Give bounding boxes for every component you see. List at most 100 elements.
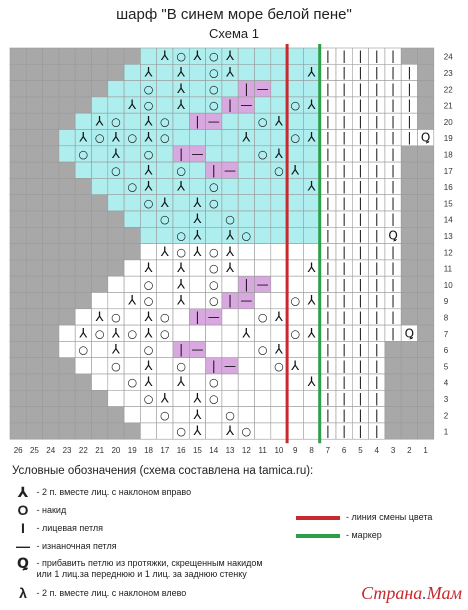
- chart-symbol: |: [326, 131, 330, 145]
- chart-symbol: ○: [258, 311, 268, 324]
- chart-cell: [172, 324, 190, 342]
- chart-cell: [9, 47, 27, 65]
- chart-cell: [123, 145, 141, 163]
- chart-cell: [417, 80, 435, 98]
- chart-cell: [286, 194, 304, 212]
- chart-symbol: |: [358, 196, 362, 210]
- chart-cell: [58, 227, 76, 244]
- chart-symbol: |: [326, 228, 330, 242]
- chart-cell: [42, 308, 60, 326]
- chart-cell: [303, 161, 320, 179]
- chart-symbol: ○: [209, 262, 219, 275]
- chart-cell: [237, 341, 255, 358]
- chart-symbol: |: [358, 163, 362, 177]
- chart-symbol: |: [342, 326, 346, 340]
- chart-symbol: ⅄: [78, 326, 87, 341]
- chart-cell: [384, 341, 402, 358]
- chart-symbol: |: [179, 147, 183, 161]
- legend-item-k2tog-right: ⅄ - 2 п. вместе лиц. с наклоном вправо: [12, 485, 191, 499]
- chart-cell: [303, 389, 320, 407]
- chart-cell: [303, 341, 320, 358]
- chart-cell: [107, 406, 125, 424]
- chart-cell: [58, 96, 76, 114]
- chart-symbol: |: [391, 326, 395, 340]
- chart-symbol: |: [358, 245, 362, 259]
- chart-cell: [189, 80, 206, 98]
- chart-symbol: ○: [144, 197, 154, 210]
- row-number: 20: [444, 118, 453, 127]
- column-number: 5: [358, 446, 363, 455]
- chart-symbol: |: [391, 245, 395, 259]
- legend-item-knit: I - лицевая петля: [12, 521, 103, 535]
- chart-cell: [172, 210, 190, 228]
- chart-cell: [91, 47, 109, 65]
- chart-cell: [384, 406, 402, 424]
- chart-symbol: ⅄: [160, 245, 169, 260]
- chart-symbol: |: [342, 228, 346, 242]
- chart-cell: [156, 422, 174, 440]
- chart-cell: [303, 357, 320, 375]
- chart-cell: [303, 275, 320, 293]
- chart-symbol: |: [358, 98, 362, 112]
- chart-cell: [25, 63, 43, 81]
- chart-symbol: |: [212, 163, 216, 177]
- chart-symbol: |: [342, 261, 346, 275]
- chart-symbol: ○: [144, 392, 154, 405]
- chart-symbol: |: [358, 391, 362, 405]
- chart-cell: [237, 357, 255, 375]
- chart-symbol: |: [375, 196, 379, 210]
- chart-symbol: ⅄: [307, 98, 316, 113]
- chart-cell: [189, 373, 206, 391]
- chart-symbol: |: [375, 294, 379, 308]
- chart-symbol: |: [375, 147, 379, 161]
- chart-cell: [400, 178, 418, 195]
- chart-symbol: ○: [242, 425, 252, 438]
- chart-cell: [58, 406, 76, 424]
- chart-cell: [221, 112, 239, 130]
- chart-symbol: ⅄: [144, 310, 153, 325]
- chart-cell: [400, 341, 418, 358]
- chart-cell: [91, 227, 109, 244]
- chart-cell: [286, 178, 304, 195]
- row-number: 13: [444, 232, 453, 241]
- chart-symbol: ⅄: [192, 212, 201, 227]
- chart-cell: [286, 80, 304, 98]
- chart-cell: [156, 227, 174, 244]
- chart-cell: [58, 341, 76, 358]
- chart-cell: [156, 161, 174, 179]
- chart-symbol: ○: [160, 327, 170, 340]
- chart-symbol: ⅄: [290, 359, 299, 374]
- chart-symbol: |: [375, 131, 379, 145]
- chart-symbol: |: [326, 326, 330, 340]
- chart-cell: [270, 47, 288, 65]
- chart-cell: [91, 275, 109, 293]
- chart-symbol: |: [342, 163, 346, 177]
- chart-symbol: |: [179, 343, 183, 357]
- chart-cell: [221, 308, 239, 326]
- chart-symbol: ⅄: [192, 408, 201, 423]
- chart-symbol: ⅄: [176, 277, 185, 292]
- column-number: 6: [342, 446, 347, 455]
- chart-cell: [400, 373, 418, 391]
- chart-symbol: |: [326, 391, 330, 405]
- chart-cell: [58, 178, 76, 195]
- chart-symbol: ○: [144, 278, 154, 291]
- chart-symbol: —: [240, 98, 252, 112]
- chart-cell: [58, 63, 76, 81]
- chart-cell: [25, 324, 43, 342]
- chart-cell: [123, 389, 141, 407]
- chart-cell: [42, 324, 60, 342]
- chart-cell: [91, 389, 109, 407]
- chart-symbol: |: [358, 65, 362, 79]
- chart-cell: [9, 308, 27, 326]
- chart-cell: [400, 275, 418, 293]
- purl-stitch-icon: —: [16, 538, 30, 554]
- chart-symbol: ⅄: [192, 424, 201, 439]
- chart-symbol: Ꝗ: [421, 131, 430, 145]
- chart-symbol: |: [358, 359, 362, 373]
- chart-cell: [74, 227, 92, 244]
- chart-symbol: —: [257, 82, 269, 96]
- chart-cell: [417, 324, 435, 342]
- chart-cell: [123, 194, 141, 212]
- chart-cell: [74, 96, 92, 114]
